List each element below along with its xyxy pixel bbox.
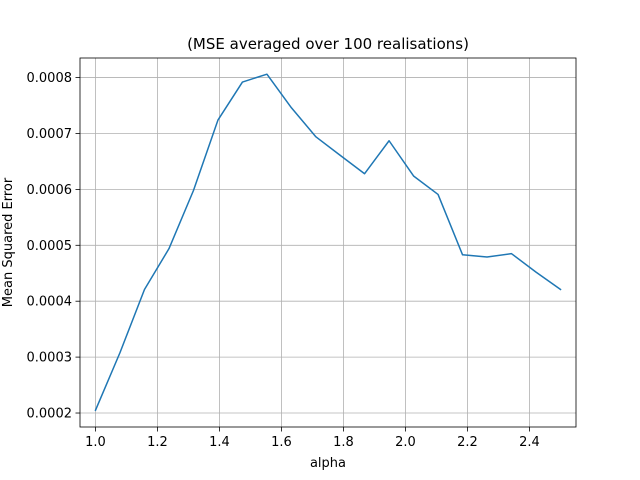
- y-tick-label: 0.0007: [27, 127, 73, 142]
- y-axis-title: Mean Squared Error: [1, 177, 16, 307]
- y-tick-label: 0.0006: [27, 183, 73, 198]
- x-tick-label: 1.6: [271, 435, 292, 450]
- y-tick-label: 0.0002: [27, 407, 73, 422]
- y-tick-label: 0.0003: [27, 351, 73, 366]
- series-layer: [94, 73, 562, 412]
- series-line: [94, 73, 562, 412]
- axis-ticks: 1.0 1.2 1.4 1.6 1.8 2.0 2.2 2.4 0.0002 0.0003 0.00…: [27, 71, 540, 450]
- y-tick-label: 0.0008: [27, 71, 73, 86]
- y-tick-label: 0.0004: [27, 295, 73, 310]
- x-tick-label: 2.2: [457, 435, 478, 450]
- grid-lines: [80, 58, 576, 427]
- x-tick-label: 1.8: [333, 435, 354, 450]
- plot-frame: [79, 57, 577, 428]
- chart-title: (MSE averaged over 100 realisations): [187, 35, 469, 53]
- x-tick-label: 1.4: [209, 435, 230, 450]
- y-tick-label: 0.0005: [27, 239, 73, 254]
- x-tick-label: 2.0: [395, 435, 416, 450]
- x-axis-title: alpha: [310, 456, 346, 471]
- x-tick-label: 1.0: [85, 435, 106, 450]
- x-tick-label: 1.2: [147, 435, 168, 450]
- x-tick-label: 2.4: [519, 435, 540, 450]
